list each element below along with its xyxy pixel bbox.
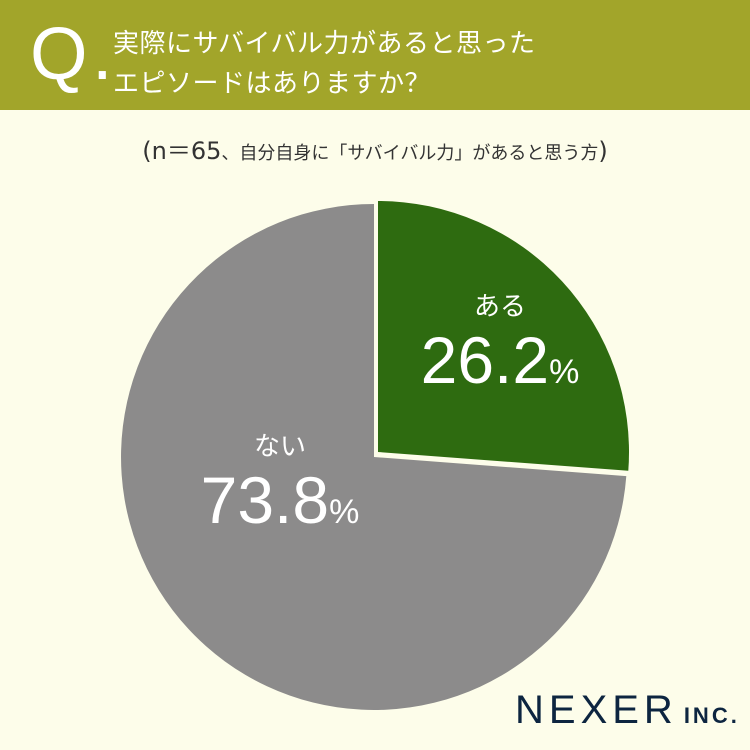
q-dot: . (92, 12, 113, 95)
pie-slice-yes (378, 201, 630, 471)
slice-no-value: 73.8 (200, 463, 330, 537)
slice-yes-percent: 26.2% (405, 324, 595, 408)
slice-label-no: ない 73.8% (185, 430, 375, 548)
slice-yes-percent-sign: % (549, 353, 580, 391)
sample-size: n＝65 (151, 137, 222, 165)
question-line-1: 実際にサバイバル力があると思った (113, 29, 536, 59)
sample-open-paren: ( (142, 137, 152, 165)
sample-note: (n＝65、自分自身に「サバイバル力」があると思う方) (0, 136, 750, 169)
slice-no-percent: 73.8% (185, 464, 375, 548)
sample-description: 、自分自身に「サバイバル力」があると思う方 (221, 143, 599, 164)
sample-close-paren: ) (598, 137, 608, 165)
nexer-logo: NEXER INC. (515, 688, 740, 733)
question-line-2: エピソードはありますか？ (113, 69, 432, 99)
slice-yes-name: ある (473, 292, 526, 322)
logo-main: NEXER (515, 688, 678, 732)
pie-slice-no (121, 204, 627, 710)
slice-label-yes: ある 26.2% (405, 290, 595, 408)
slice-no-name: ない (253, 432, 306, 462)
slice-yes-value: 26.2 (420, 323, 550, 397)
q-letter: Q (30, 12, 90, 95)
slice-no-percent-sign: % (329, 493, 360, 531)
question-title: 実際にサバイバル力があると思った エピソードはありますか？ (113, 24, 535, 104)
question-header: Q . 実際にサバイバル力があると思った エピソードはありますか？ (0, 0, 750, 110)
logo-suffix: INC. (683, 703, 740, 728)
